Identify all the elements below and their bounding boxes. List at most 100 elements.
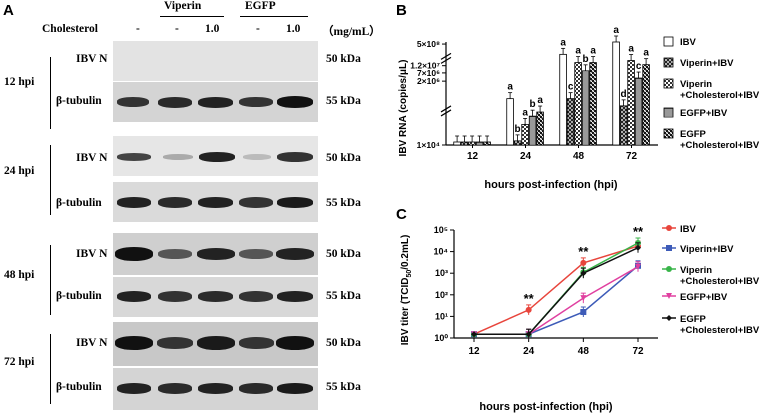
- time-label-72hpi: 72 hpi: [4, 356, 35, 368]
- c-x-tick-label: 24: [523, 346, 535, 357]
- c-marker: [525, 331, 532, 338]
- c-marker: [580, 308, 587, 315]
- panel-c-letter: C: [396, 206, 407, 223]
- b-significance-letter: a: [507, 82, 513, 93]
- group-underline-egfp: [240, 16, 308, 17]
- c-significance-annotation: **: [633, 224, 644, 239]
- protein-tubulin-48: β-tubulin: [56, 290, 102, 302]
- blot-48hpi-tubulin: [113, 277, 318, 317]
- lane4-value: -: [256, 23, 260, 35]
- b-legend-label: EGFP: [680, 129, 707, 140]
- b-bar: [453, 141, 461, 146]
- b-x-tick-label: 12: [467, 151, 479, 162]
- c-marker: [666, 245, 672, 251]
- kda-55-24: 55 kDa: [326, 197, 361, 209]
- c-marker: [666, 266, 672, 272]
- b-legend-label: Viperin: [680, 79, 712, 90]
- b-bar: [566, 98, 575, 146]
- c-marker: [580, 259, 587, 266]
- panel-b-bar-chart: IBV RNA (copies/μL) hours post-infection…: [398, 25, 760, 191]
- b-bar: [506, 98, 514, 146]
- b-significance-letter: a: [560, 37, 566, 48]
- c-marker: [580, 270, 587, 277]
- b-legend-swatch: [663, 57, 674, 68]
- b-axis-break: [440, 56, 452, 64]
- c-marker: [635, 244, 641, 251]
- b-bar: [536, 111, 544, 146]
- group-underline-viperin: [160, 16, 224, 17]
- bracket-48hpi: [50, 245, 51, 315]
- b-significance-letter: b: [583, 54, 589, 65]
- b-y-tick-label: 1×10⁴: [417, 140, 440, 150]
- kda-50-12: 50 kDa: [326, 53, 361, 65]
- b-significance-letter: a: [590, 46, 596, 57]
- b-bar: [589, 62, 597, 146]
- c-legend-label: Viperin+IBV: [680, 244, 734, 255]
- protein-ibv-n-24: IBV N: [76, 152, 108, 164]
- blot-48hpi-ibvn: [113, 233, 318, 275]
- c-legend-label: IBV: [680, 224, 697, 235]
- b-significance-letter: a: [628, 44, 634, 55]
- time-label-12hpi: 12 hpi: [4, 76, 35, 88]
- c-x-axis-label: hours post-infection (hpi): [479, 401, 613, 413]
- b-y-tick-label: 2×10⁶: [417, 76, 440, 86]
- c-legend-label: EGFP: [680, 314, 707, 325]
- b-y-tick-label: 1.2×10⁷: [410, 61, 440, 71]
- protein-ibv-n-48: IBV N: [76, 248, 108, 260]
- cholesterol-row-label: Cholesterol: [42, 23, 99, 35]
- lane2-value: -: [175, 23, 179, 35]
- b-axis-break: [440, 109, 452, 117]
- protein-tubulin-24: β-tubulin: [56, 197, 102, 209]
- b-significance-letter: a: [575, 46, 581, 57]
- b-legend-swatch: [663, 36, 674, 47]
- kda-55-12: 55 kDa: [326, 95, 361, 107]
- c-significance-annotation: **: [578, 244, 589, 259]
- kda-55-72: 55 kDa: [326, 381, 361, 393]
- b-bar: [528, 115, 537, 146]
- c-y-axis-label: IBV titer (TCID50/0.2mL): [400, 235, 413, 346]
- c-legend-label: EGFP+IBV: [680, 292, 728, 303]
- b-significance-letter: c: [568, 82, 574, 93]
- time-label-24hpi: 24 hpi: [4, 165, 35, 177]
- b-bar: [468, 141, 476, 146]
- time-label-48hpi: 48 hpi: [4, 269, 35, 281]
- b-bar: [612, 41, 620, 146]
- c-y-tick-label: 10⁴: [434, 247, 448, 257]
- c-significance-annotation: **: [524, 291, 535, 306]
- kda-50-24: 50 kDa: [326, 152, 361, 164]
- b-x-tick-label: 24: [520, 151, 532, 162]
- b-significance-letter: b: [515, 124, 521, 135]
- c-x-tick-label: 12: [468, 346, 480, 357]
- b-legend-swatch: [663, 128, 674, 139]
- b-x-axis-label: hours post-infection (hpi): [484, 179, 618, 191]
- c-marker: [525, 306, 532, 313]
- blot-12hpi-ibvn: [113, 41, 318, 81]
- b-x-tick-label: 48: [573, 151, 585, 162]
- c-legend-label: +Cholesterol+IBV: [680, 325, 760, 336]
- protein-ibv-n-12: IBV N: [76, 53, 108, 65]
- b-significance-letter: d: [621, 89, 627, 100]
- b-y-tick-label: 7×10⁶: [417, 68, 440, 78]
- blot-72hpi-tubulin: [113, 368, 318, 410]
- kda-50-48: 50 kDa: [326, 248, 361, 260]
- b-bar: [475, 141, 484, 146]
- b-x-tick-label: 72: [626, 151, 638, 162]
- b-bar: [634, 77, 643, 146]
- c-y-tick-label: 10⁰: [434, 333, 448, 343]
- c-y-tick-label: 10²: [435, 290, 448, 300]
- protein-tubulin-12: β-tubulin: [56, 95, 102, 107]
- c-legend-label: +Cholesterol+IBV: [680, 276, 760, 287]
- c-y-tick-label: 10³: [435, 268, 448, 278]
- b-axis-break: [440, 52, 452, 60]
- protein-ibv-n-72: IBV N: [76, 337, 108, 349]
- b-significance-letter: b: [530, 99, 536, 110]
- c-marker: [635, 263, 641, 270]
- c-marker: [666, 315, 672, 321]
- b-legend-label: IBV: [680, 37, 697, 48]
- b-y-tick-label: 5×10⁸: [417, 39, 440, 49]
- b-bar: [513, 140, 522, 146]
- bracket-12hpi: [50, 57, 51, 129]
- panel-a-letter: A: [3, 2, 14, 19]
- b-significance-letter: a: [522, 107, 528, 118]
- c-marker: [666, 225, 672, 231]
